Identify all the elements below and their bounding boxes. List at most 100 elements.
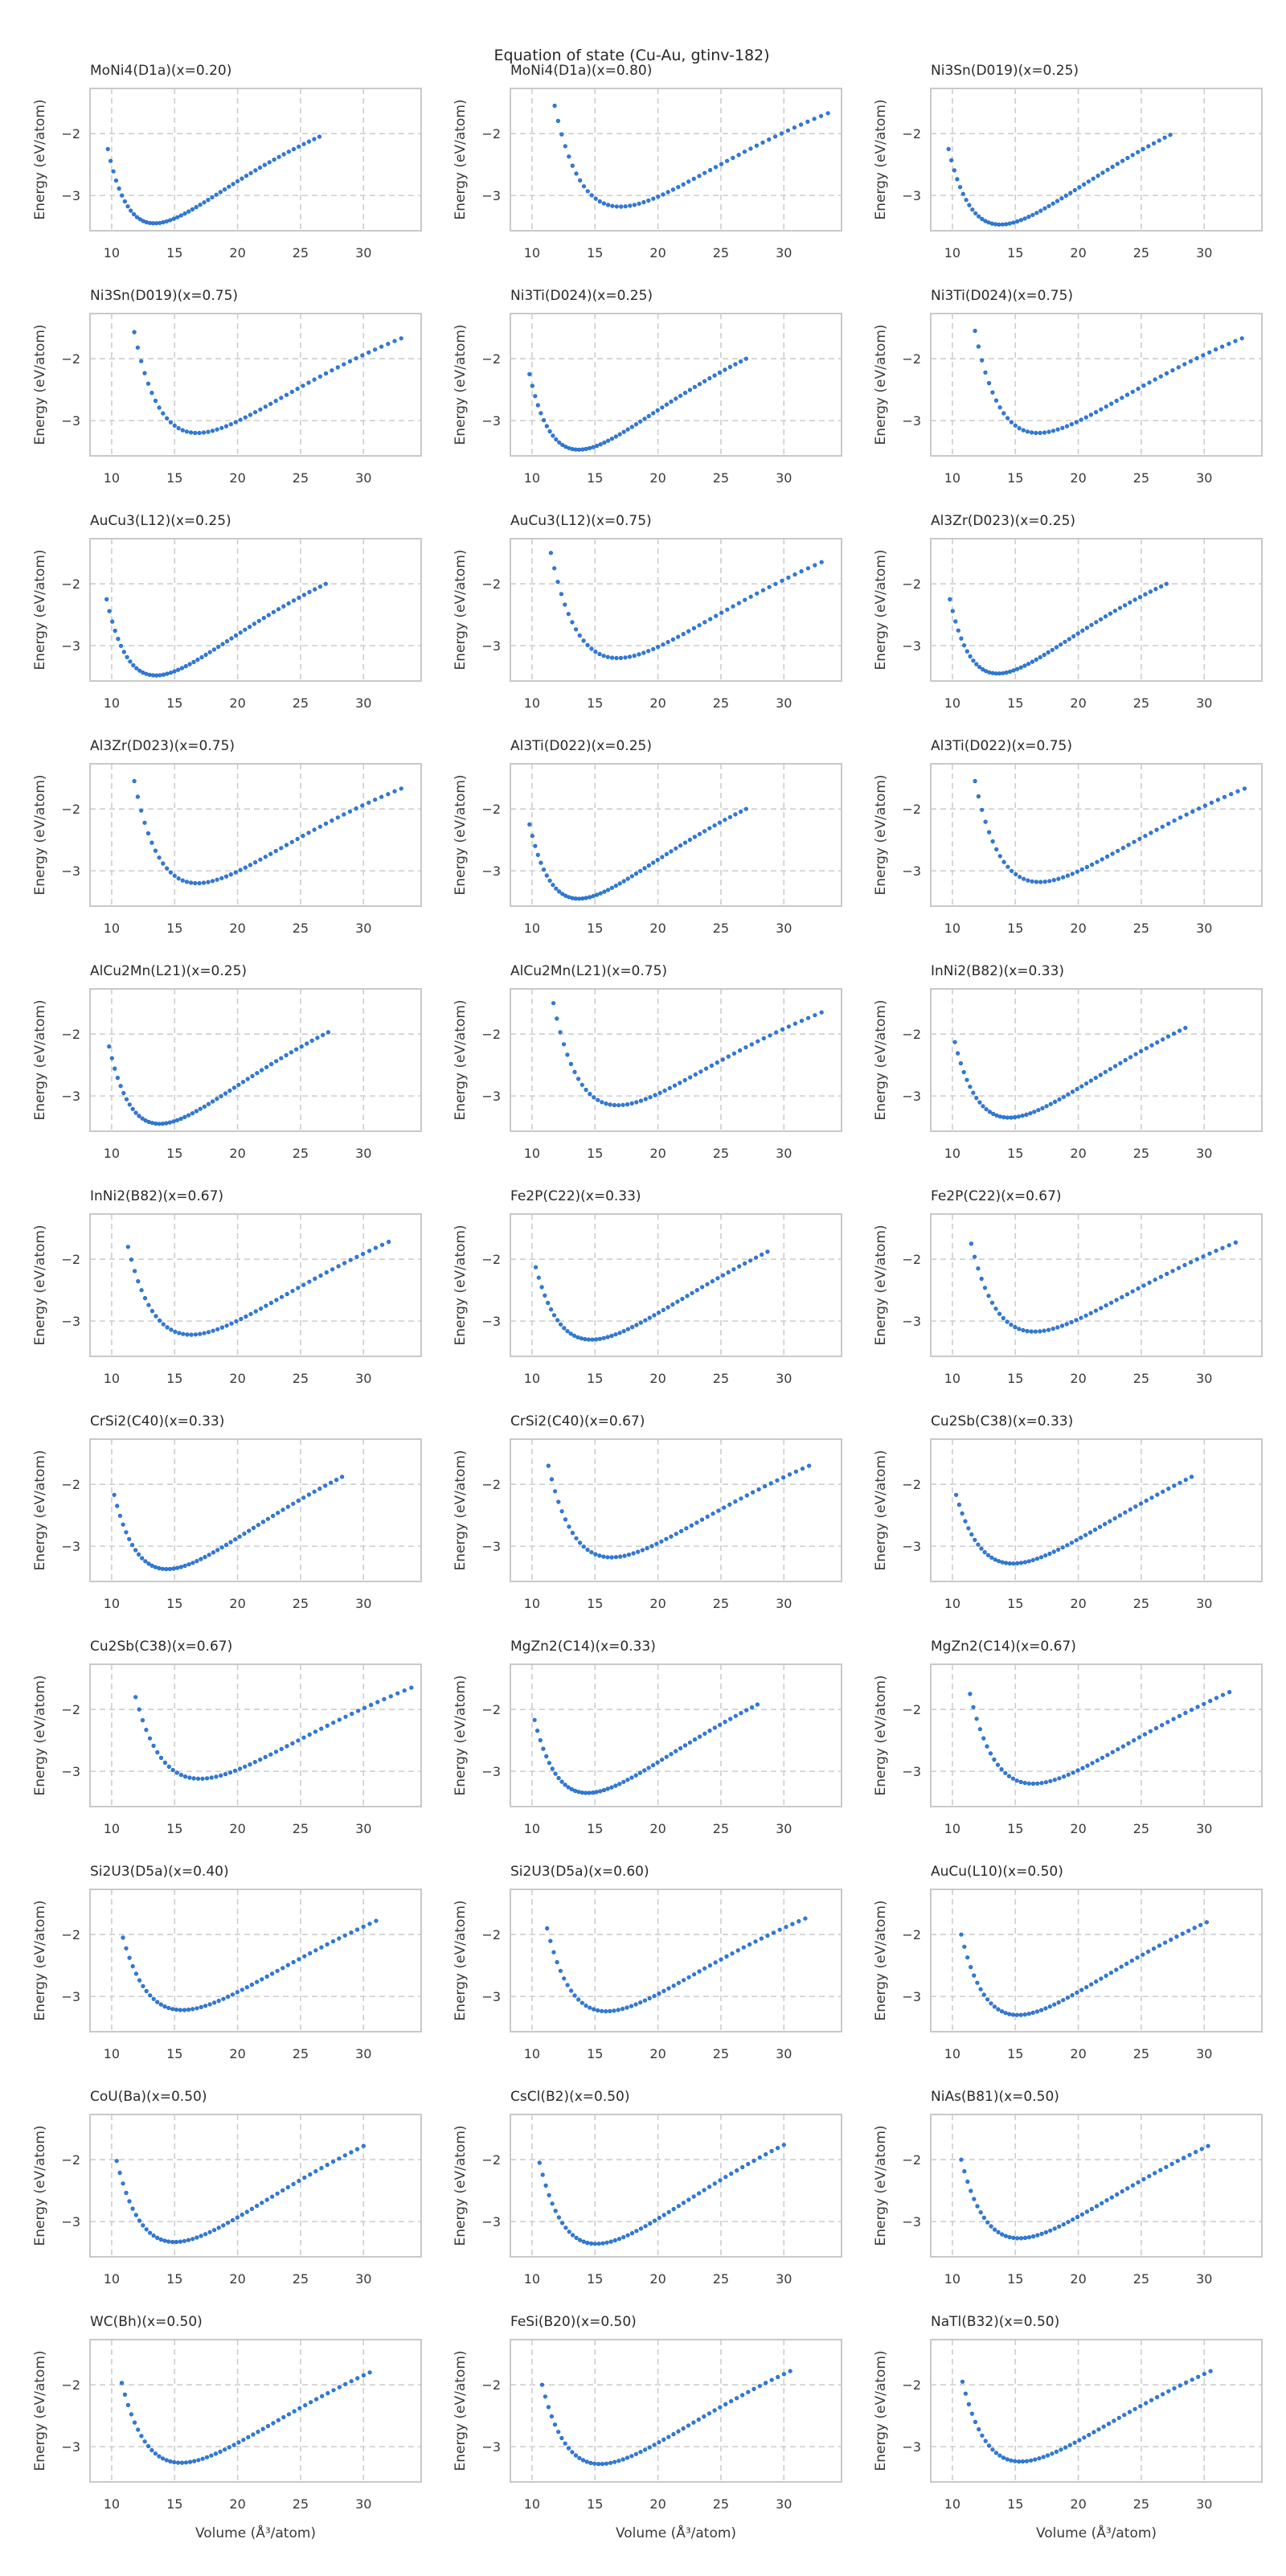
x-tick-label: 15 xyxy=(1007,695,1023,711)
axes-spines xyxy=(930,313,1263,457)
y-tick-label: −3 xyxy=(61,1539,80,1554)
data-point xyxy=(1130,1289,1135,1294)
data-point xyxy=(199,654,204,660)
data-point xyxy=(109,1056,114,1060)
data-point xyxy=(1175,2159,1180,2164)
data-point xyxy=(652,1994,657,1999)
data-point xyxy=(1065,1543,1070,1548)
subplot-Cu2Sb(C38)(x=0.33): Cu2Sb(C38)(x=0.33)Energy (eV/atom) −2−310… xyxy=(873,1413,1263,1611)
data-point xyxy=(1177,2383,1182,2388)
data-point xyxy=(1117,605,1123,610)
subplot-title: Cu2Sb(C38)(x=0.67) xyxy=(90,1639,232,1655)
data-point xyxy=(633,2451,639,2456)
data-point xyxy=(546,2405,551,2410)
data-point xyxy=(686,629,691,634)
data-point xyxy=(1122,603,1128,608)
data-point xyxy=(752,2386,756,2391)
data-point xyxy=(373,798,378,802)
data-point xyxy=(780,1475,786,1480)
data-point xyxy=(133,1269,137,1274)
data-point xyxy=(330,818,334,823)
data-point xyxy=(592,2242,597,2246)
data-point xyxy=(1120,158,1125,163)
data-point xyxy=(1091,176,1096,181)
data-point xyxy=(1128,1507,1132,1512)
data-point xyxy=(115,1075,120,1081)
y-tick-label: −3 xyxy=(61,413,80,429)
data-point xyxy=(629,1101,634,1105)
data-point xyxy=(258,1758,263,1762)
data-point xyxy=(946,146,951,151)
data-point xyxy=(786,1024,792,1029)
data-point xyxy=(1177,1480,1182,1485)
data-point xyxy=(1039,2231,1044,2236)
data-point xyxy=(549,2414,555,2419)
data-point xyxy=(656,644,661,650)
data-point xyxy=(960,1511,964,1516)
data-point xyxy=(147,1736,153,1741)
data-point xyxy=(248,624,252,630)
data-point xyxy=(329,1480,334,1485)
data-point xyxy=(275,2191,280,2196)
y-tick-label: −3 xyxy=(481,188,501,203)
data-point xyxy=(769,2377,774,2382)
data-point xyxy=(349,2379,354,2384)
data-point xyxy=(1100,170,1105,175)
data-point xyxy=(1084,626,1089,630)
data-point xyxy=(1052,2002,1057,2007)
data-point xyxy=(1220,1692,1226,1697)
data-point xyxy=(609,655,615,660)
data-point xyxy=(1235,789,1240,794)
data-point xyxy=(740,2164,745,2170)
subplot-title: Ni3Ti(D024)(x=0.25) xyxy=(510,288,653,304)
data-point xyxy=(166,2005,171,2011)
data-point xyxy=(1017,425,1022,431)
subplot-title: FeSi(B20)(x=0.50) xyxy=(510,2314,637,2330)
data-point xyxy=(1071,1770,1075,1775)
data-point xyxy=(136,1278,141,1284)
data-point xyxy=(747,1942,752,1947)
data-point xyxy=(1069,1319,1074,1325)
data-point xyxy=(204,2455,210,2459)
data-point xyxy=(660,855,665,859)
data-point xyxy=(1214,1249,1218,1253)
data-point xyxy=(565,1983,570,1987)
data-point xyxy=(686,2197,691,2202)
data-point xyxy=(233,420,238,425)
x-tick-label: 25 xyxy=(1133,1596,1149,1611)
data-point xyxy=(604,2240,609,2245)
scatter-series xyxy=(960,2369,1213,2464)
data-point xyxy=(637,652,641,657)
data-point xyxy=(190,2007,195,2012)
data-point xyxy=(1158,1274,1163,1279)
data-point xyxy=(1014,1778,1019,1783)
data-point xyxy=(1145,1949,1151,1954)
data-point xyxy=(149,840,154,845)
data-point xyxy=(183,663,188,669)
y-tick-label: −2 xyxy=(61,351,80,367)
data-point xyxy=(172,669,177,674)
data-point xyxy=(1165,1720,1170,1725)
data-point xyxy=(1066,1772,1071,1777)
subplot-title: Ni3Sn(D019)(x=0.25) xyxy=(931,63,1079,79)
x-tick-label: 10 xyxy=(104,2046,120,2061)
data-point xyxy=(646,198,651,203)
data-point xyxy=(669,849,674,854)
x-tick-label: 20 xyxy=(229,2271,245,2287)
x-tick-label: 10 xyxy=(524,1596,540,1611)
x-tick-label: 15 xyxy=(166,2046,182,2061)
data-point xyxy=(256,618,261,623)
data-point xyxy=(113,628,117,634)
data-point xyxy=(326,2391,330,2396)
data-point xyxy=(723,818,727,822)
data-point xyxy=(235,1990,240,1995)
data-point xyxy=(709,1063,715,1068)
data-point xyxy=(157,1565,162,1571)
data-point xyxy=(1213,347,1218,352)
data-point xyxy=(593,649,598,654)
data-point xyxy=(234,1319,239,1323)
subplot-title: NiAs(B81)(x=0.50) xyxy=(931,2089,1059,2105)
y-tick-label: −3 xyxy=(61,1989,80,2004)
data-point xyxy=(1120,1294,1124,1299)
data-point xyxy=(597,1553,602,1558)
